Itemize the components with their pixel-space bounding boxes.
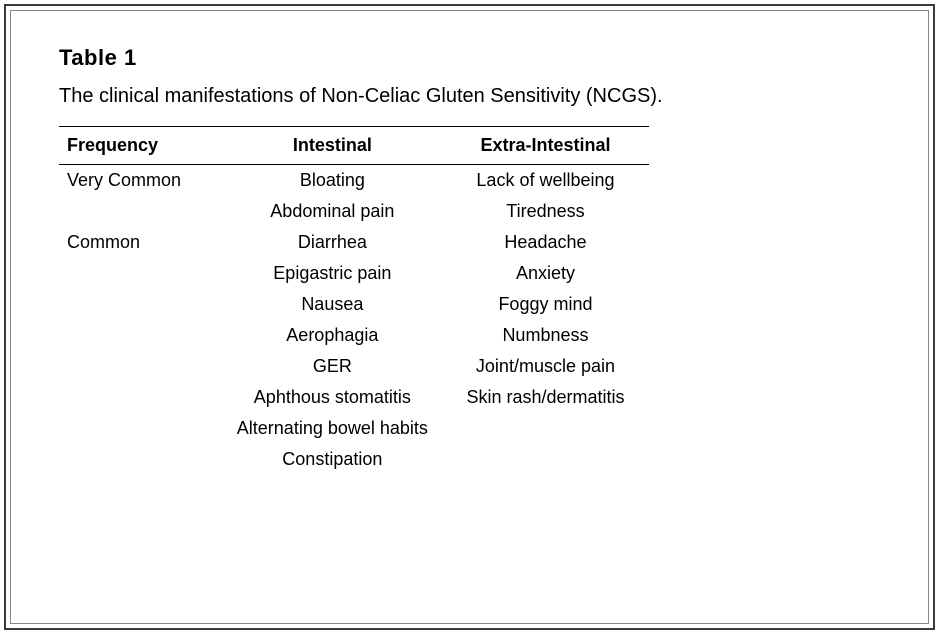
cell-frequency [59,351,223,382]
table-row: Abdominal pain Tiredness [59,196,649,227]
table-row: Constipation [59,444,649,475]
cell-extra-intestinal: Skin rash/dermatitis [442,382,649,413]
table-row: Aphthous stomatitis Skin rash/dermatitis [59,382,649,413]
cell-intestinal: Diarrhea [223,227,442,258]
column-header-intestinal: Intestinal [223,127,442,165]
cell-extra-intestinal: Numbness [442,320,649,351]
table-row: Alternating bowel habits [59,413,649,444]
table-header-row: Frequency Intestinal Extra-Intestinal [59,127,649,165]
cell-intestinal: GER [223,351,442,382]
table-label: Table 1 [59,45,888,71]
table-row: Common Diarrhea Headache [59,227,649,258]
table-row: Aerophagia Numbness [59,320,649,351]
cell-frequency [59,258,223,289]
cell-intestinal: Alternating bowel habits [223,413,442,444]
cell-frequency: Common [59,227,223,258]
cell-frequency [59,444,223,475]
column-header-extra-intestinal: Extra-Intestinal [442,127,649,165]
cell-intestinal: Aphthous stomatitis [223,382,442,413]
cell-frequency [59,382,223,413]
cell-extra-intestinal: Headache [442,227,649,258]
cell-extra-intestinal: Anxiety [442,258,649,289]
cell-extra-intestinal [442,413,649,444]
cell-frequency [59,413,223,444]
cell-extra-intestinal: Lack of wellbeing [442,165,649,197]
outer-frame: Table 1 The clinical manifestations of N… [4,4,935,630]
cell-extra-intestinal: Foggy mind [442,289,649,320]
inner-frame: Table 1 The clinical manifestations of N… [10,10,929,624]
table-caption: The clinical manifestations of Non-Celia… [59,85,888,108]
table-row: Very Common Bloating Lack of wellbeing [59,165,649,197]
cell-frequency [59,196,223,227]
cell-frequency: Very Common [59,165,223,197]
cell-extra-intestinal [442,444,649,475]
cell-intestinal: Bloating [223,165,442,197]
cell-intestinal: Aerophagia [223,320,442,351]
table-row: Nausea Foggy mind [59,289,649,320]
cell-extra-intestinal: Joint/muscle pain [442,351,649,382]
cell-intestinal: Abdominal pain [223,196,442,227]
table-row: Epigastric pain Anxiety [59,258,649,289]
cell-intestinal: Epigastric pain [223,258,442,289]
cell-intestinal: Constipation [223,444,442,475]
table-row: GER Joint/muscle pain [59,351,649,382]
cell-frequency [59,289,223,320]
column-header-frequency: Frequency [59,127,223,165]
cell-intestinal: Nausea [223,289,442,320]
clinical-manifestations-table: Frequency Intestinal Extra-Intestinal Ve… [59,126,649,475]
cell-extra-intestinal: Tiredness [442,196,649,227]
cell-frequency [59,320,223,351]
